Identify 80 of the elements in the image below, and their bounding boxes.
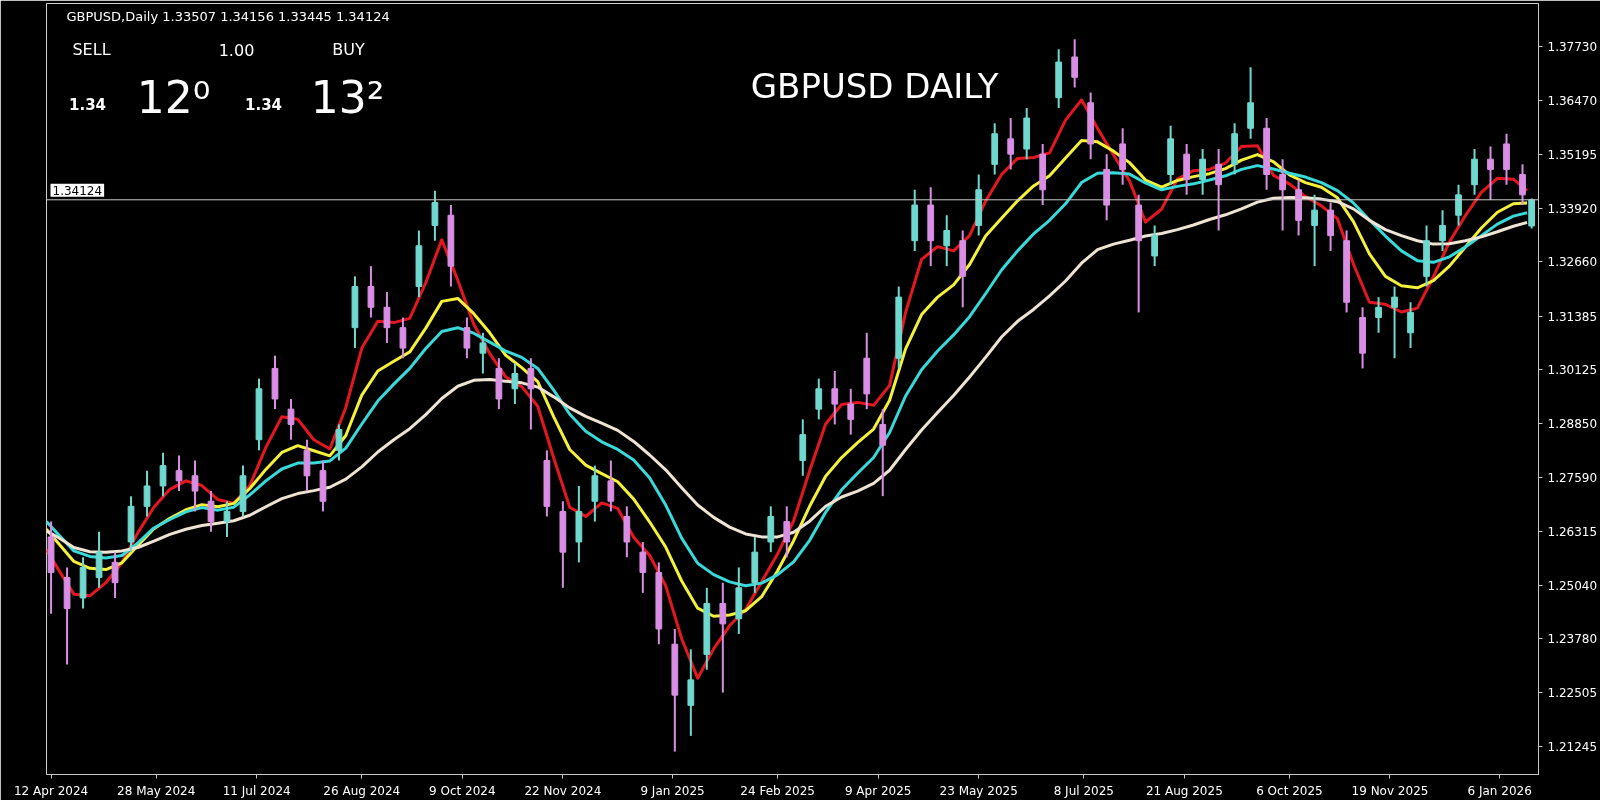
x-tick-label: 22 Nov 2024 [524,783,602,798]
y-tick-label: 1.31385 [1547,309,1598,324]
candlestick [1007,117,1015,171]
candlestick [1407,301,1414,350]
annotation: 1.34 [69,95,107,114]
candlestick [367,265,375,319]
y-tick-label: 1.30125 [1547,362,1598,377]
candlestick [479,331,487,375]
candlestick [463,316,471,360]
candlestick [639,540,647,594]
x-tick-label: 26 Aug 2024 [323,783,401,798]
candlestick [399,316,407,360]
candlestick [511,362,519,406]
chart-subtitle: GBPUSD,Daily 1.33507 1.34156 1.33445 1.34124 [66,8,390,24]
y-tick-label: 1.28850 [1547,417,1598,432]
candlestick [1151,224,1159,268]
annotation: 1.00 [218,40,255,60]
x-tick-label: 12 Apr 2024 [13,783,89,798]
candlestick [607,459,615,513]
y-tick-label: 1.23780 [1547,632,1598,647]
candlestick [1279,158,1286,232]
candlestick [143,469,151,518]
y-tick-label: 1.21245 [1547,739,1598,754]
annotation: 1.34 [245,95,283,114]
y-tick-label: 1.32660 [1547,255,1598,270]
candlestick [335,423,343,462]
y-tick-label: 1.37730 [1547,40,1598,55]
annotation: BUY [332,40,365,59]
y-tick-label: 1.33920 [1547,201,1598,216]
candlestick [831,369,839,426]
x-tick-label: 28 May 2024 [117,783,196,798]
y-tick-label: 1.26315 [1547,524,1598,539]
x-tick-label: 6 Jan 2026 [1467,783,1532,798]
x-tick-label: 19 Nov 2025 [1351,783,1429,798]
candlestick [1311,193,1318,268]
x-tick-label: 11 Jul 2024 [222,783,291,798]
candlestick [847,387,855,436]
annotation: 12⁰ [136,72,211,123]
text: GBPUSD DAILY [750,65,999,106]
x-tick-label: 23 May 2025 [939,783,1018,798]
x-tick-label: 24 Feb 2025 [740,783,815,798]
candlestick [1439,209,1446,252]
candlestick [431,189,439,242]
x-tick-label: 9 Oct 2024 [429,783,496,798]
candlestick [1199,148,1207,196]
ref-line-label: 1.34124 [52,183,103,198]
candlestick [815,377,823,421]
y-tick-label: 1.36470 [1547,93,1598,108]
candlestick [1487,145,1494,201]
candlestick [1071,38,1079,89]
y-tick-label: 1.25040 [1547,578,1598,593]
candlestick [879,408,887,498]
candlestick [783,505,791,559]
annotation: 13² [310,72,385,123]
y-tick-label: 1.35195 [1547,147,1598,162]
x-tick-label: 21 Aug 2025 [1145,783,1223,798]
candlestick [1519,163,1526,207]
candlestick [159,451,167,498]
candlestick [943,214,951,268]
candlestick [191,459,199,513]
candlestick [175,454,183,493]
candlestick [1391,285,1398,360]
annotation: SELL [72,40,111,59]
line-series [46,195,1529,554]
y-tick-label: 1.22505 [1547,686,1598,701]
x-tick-label: 8 Jul 2025 [1053,783,1114,798]
candlestick [1455,183,1462,227]
x-tick-label: 6 Oct 2025 [1256,783,1323,798]
candlestick [1375,296,1382,334]
candlestick [383,291,391,344]
x-tick-label: 9 Apr 2025 [844,783,912,798]
candlestick [1215,148,1222,232]
candlestick [111,551,119,599]
x-tick-label: 9 Jan 2025 [640,783,705,798]
candlestick [223,500,231,538]
y-tick-label: 1.27590 [1547,470,1598,485]
candlestick [719,581,727,694]
candlestick [527,357,535,431]
candlestick [287,397,295,441]
candlestick [207,490,215,533]
